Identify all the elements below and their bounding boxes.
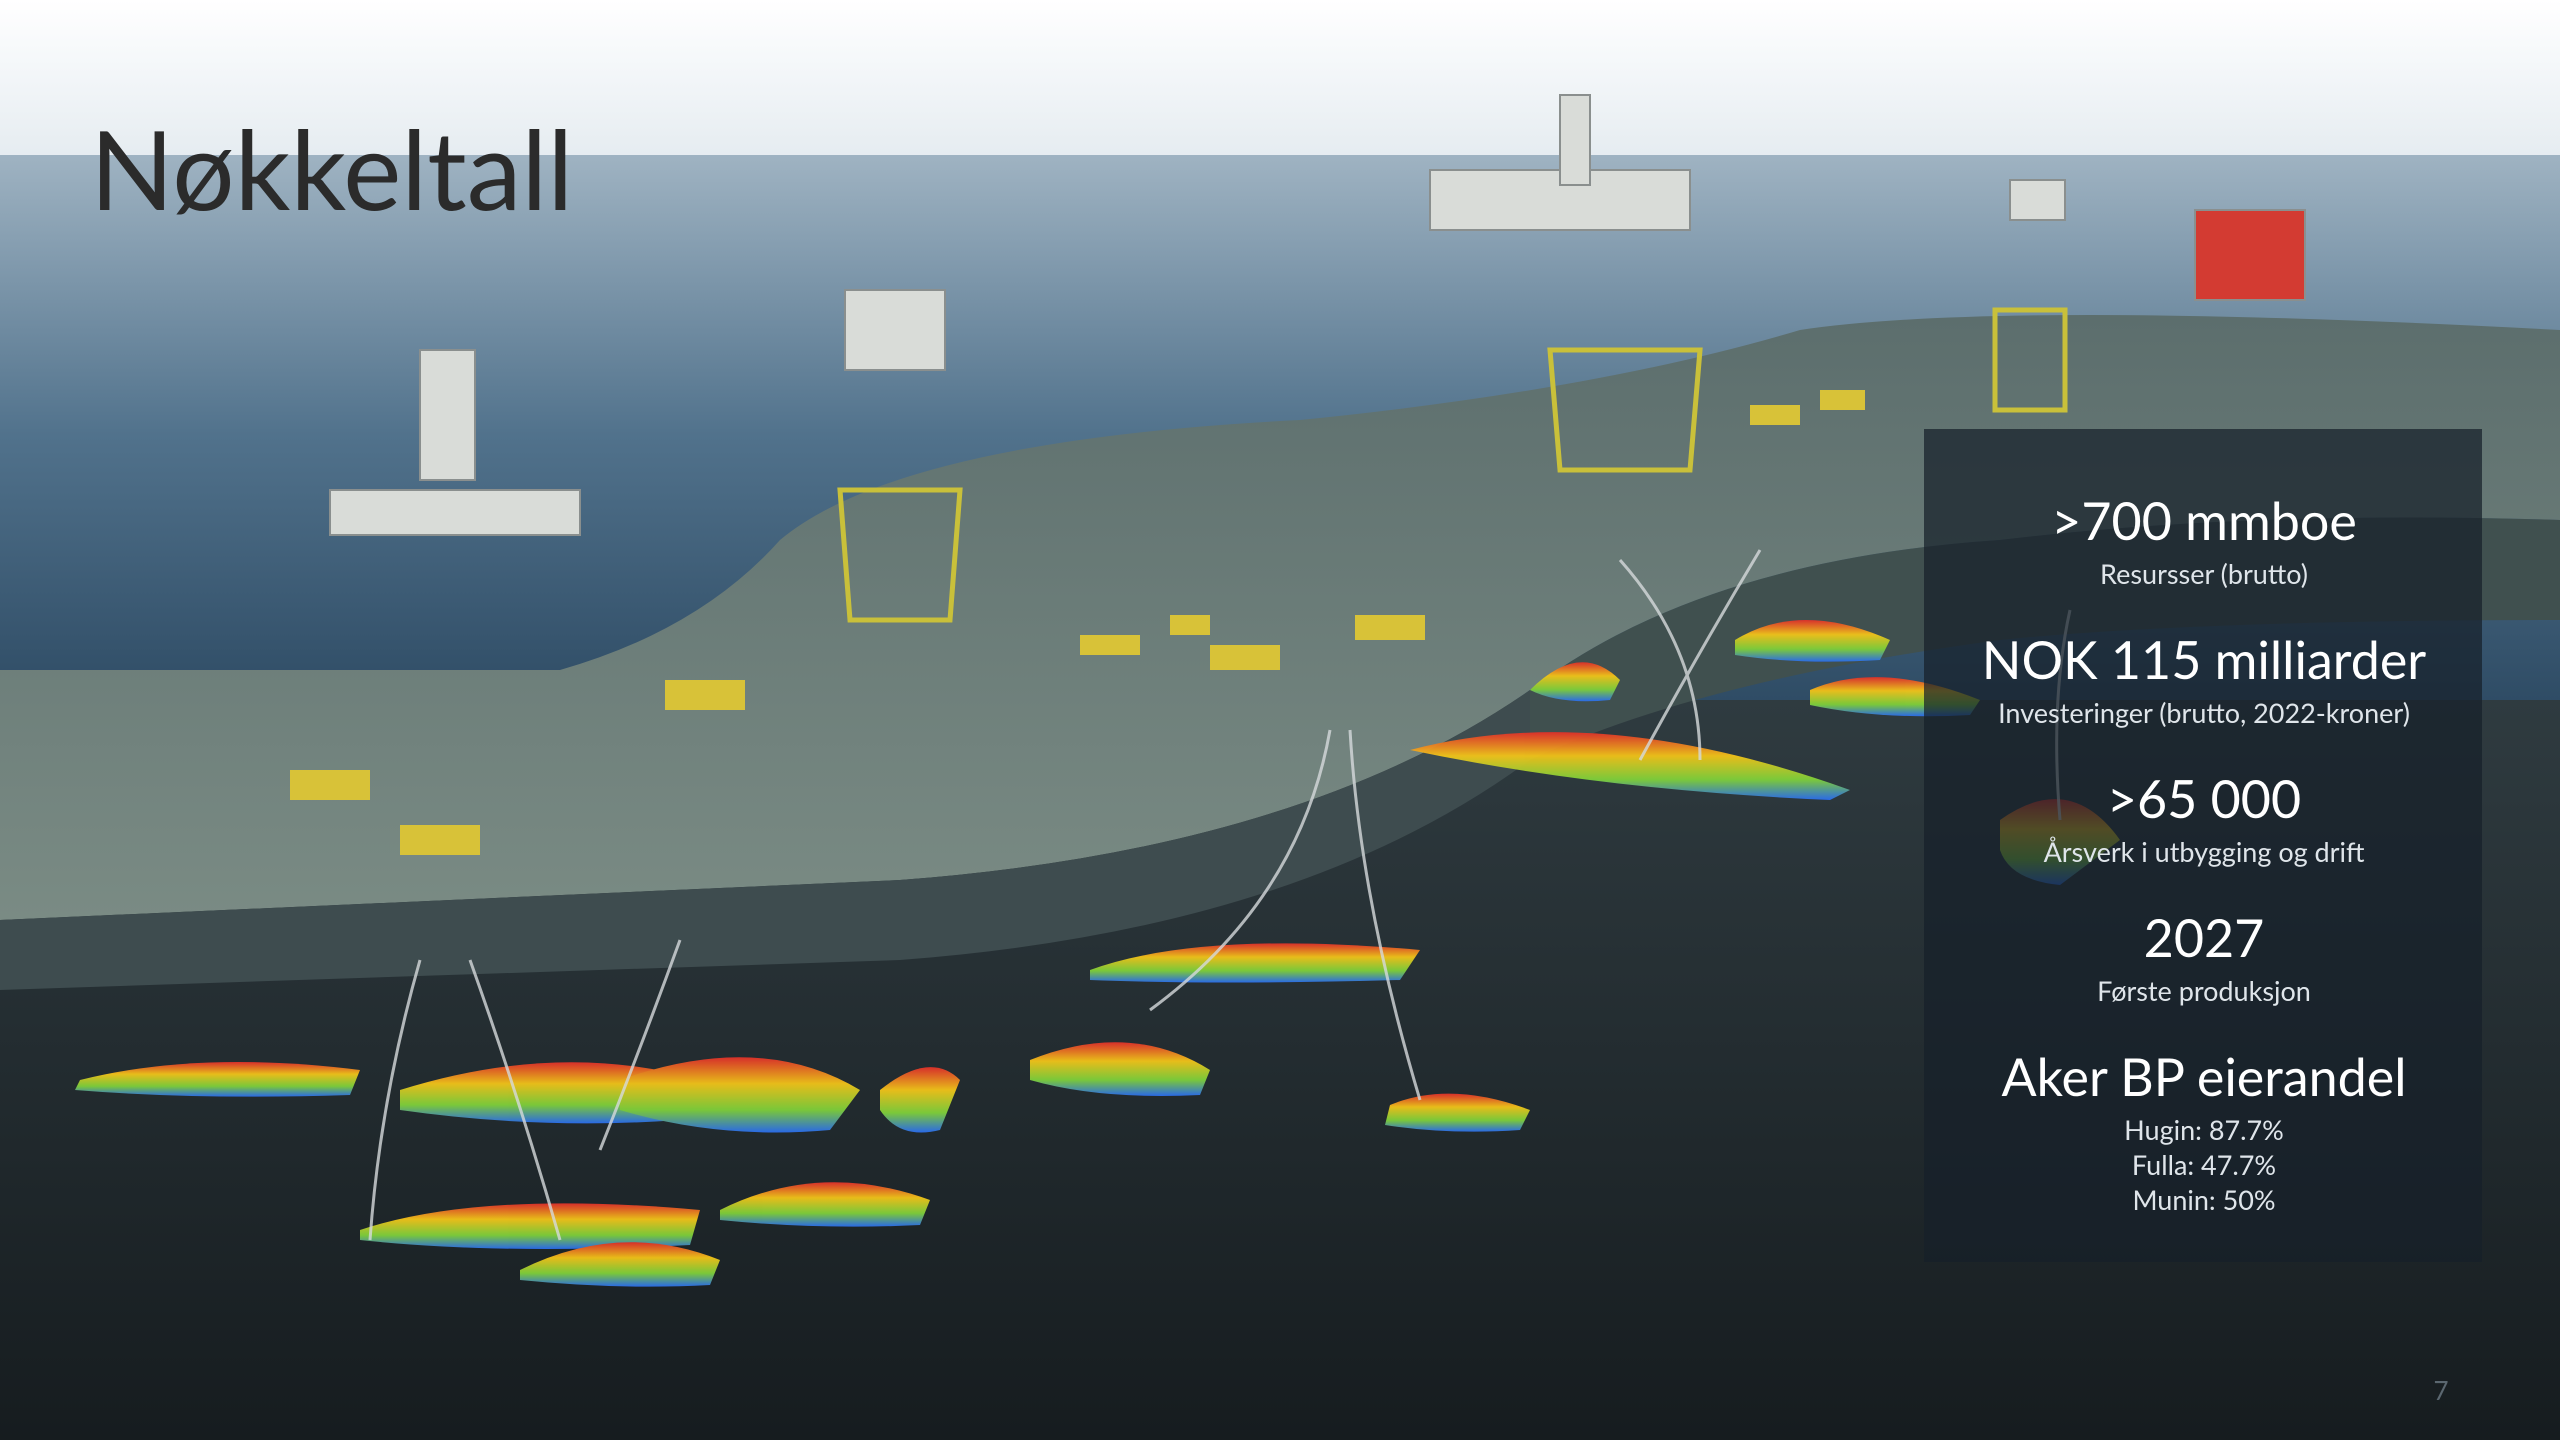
figure-label: Årsverk i utbygging og drift xyxy=(2044,835,2365,868)
slide-title: Nøkkeltall xyxy=(90,102,573,234)
figure-value: NOK 115 milliarder xyxy=(1982,629,2426,691)
key-figures-panel xyxy=(1924,429,2482,1262)
figure-label: Første produksjon xyxy=(2097,974,2311,1007)
figure-label: Resursser (brutto) xyxy=(2100,557,2308,590)
figure-value: Aker BP eierandel xyxy=(2002,1046,2407,1108)
figure-line: Munin: 50% xyxy=(2132,1183,2275,1216)
figure-line: Fulla: 47.7% xyxy=(2132,1148,2276,1181)
figure-line: Hugin: 87.7% xyxy=(2124,1113,2284,1146)
key-figures: >700 mmboe Resursser (brutto) NOK 115 mill… xyxy=(1982,490,2426,1216)
figure-value: >65 000 xyxy=(2107,768,2301,830)
page-number: 7 xyxy=(2433,1374,2448,1406)
figure-value: >700 mmboe xyxy=(2051,490,2357,552)
figure-value: 2027 xyxy=(2144,907,2265,969)
figure-label: Investeringer (brutto, 2022-kroner) xyxy=(1998,696,2410,729)
